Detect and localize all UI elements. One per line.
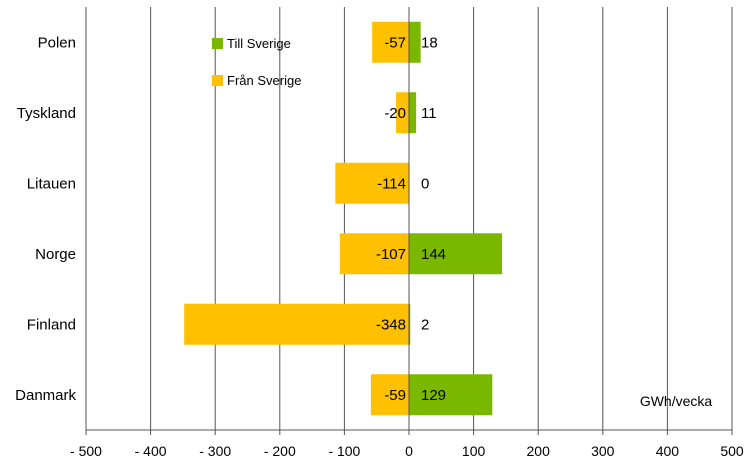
x-tick-label: 0 [405,443,413,459]
x-tick-label: 200 [527,443,551,459]
x-tick-label: - 300 [199,443,231,459]
x-tick-label: - 100 [328,443,360,459]
bar-till-sverige [409,92,417,134]
data-label-till-sverige: 129 [421,387,446,404]
legend-swatch [212,38,223,49]
category-label: Norge [35,246,76,263]
x-tick-label: - 400 [135,443,167,459]
data-label-fran-sverige: -114 [377,175,406,192]
legend-swatch [212,75,223,86]
bar-till-sverige [409,233,503,275]
bar-fran-sverige [184,303,409,345]
x-tick-labels: - 500 - 400 - 300 - 200 - 100 0 100 200 300 400 50… [70,443,744,459]
x-tick-label: 400 [656,443,680,459]
category-label: Litauen [27,175,76,192]
legend-label: Från Sverige [227,73,301,88]
bar-till-sverige [409,21,421,63]
data-label-till-sverige: 2 [421,316,429,333]
x-tick-label: 300 [591,443,615,459]
bar-fran-sverige [339,233,409,275]
legend-label: Till Sverige [227,36,291,51]
data-label-till-sverige: 0 [421,175,429,192]
category-label: Tyskland [17,105,76,122]
data-label-till-sverige: 11 [421,105,437,122]
bar-till-sverige [409,374,493,416]
category-label: Polen [38,34,76,51]
category-labels: Polen Tyskland Litauen Norge Finland Danmark [15,34,76,404]
bars [184,7,503,430]
data-label-till-sverige: 144 [421,246,446,263]
data-label-fran-sverige: -59 [384,387,406,404]
data-label-fran-sverige: -107 [376,246,406,263]
bar-fran-sverige [372,21,409,63]
unit-label: GWh/vecka [640,393,713,409]
bar-fran-sverige [396,92,409,134]
data-label-fran-sverige: -57 [384,34,406,51]
x-tick-label: - 500 [70,443,102,459]
bar-fran-sverige [370,374,409,416]
category-label: Finland [27,316,76,333]
x-tick-label: 500 [720,443,744,459]
bar-fran-sverige [335,162,409,204]
legend: Till Sverige Från Sverige [212,36,301,88]
x-tick-label: - 200 [264,443,296,459]
data-label-fran-sverige: -348 [376,316,406,333]
bar-till-sverige [409,303,411,345]
x-tick-label: 100 [462,443,486,459]
data-label-till-sverige: 18 [421,34,438,51]
bar-labels: -57 18 -20 11 -114 0 -107 144 -348 2 -59 129 [376,34,446,404]
category-label: Danmark [15,387,76,404]
data-label-fran-sverige: -20 [384,105,406,122]
